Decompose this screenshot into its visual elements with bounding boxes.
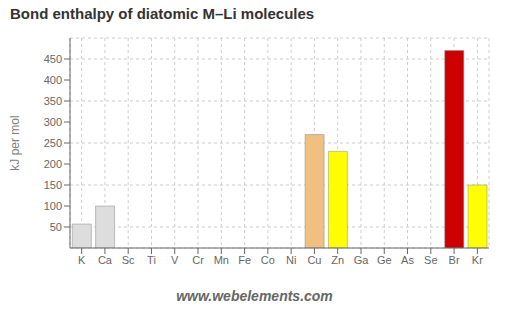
- svg-text:200: 200: [44, 158, 62, 170]
- svg-text:Ni: Ni: [286, 254, 296, 266]
- html-text:Bond enthalpy of diatomic M–Li: Bond enthalpy of diatomic M–Li molecules: [10, 5, 315, 22]
- svg-text:Ti: Ti: [147, 254, 156, 266]
- svg-text:K: K: [78, 254, 86, 266]
- svg-text:Ca: Ca: [98, 254, 113, 266]
- svg-text:Ge: Ge: [377, 254, 392, 266]
- svg-text:Ga: Ga: [354, 254, 370, 266]
- svg-text:Kr: Kr: [472, 254, 483, 266]
- svg-text:400: 400: [44, 74, 62, 86]
- svg-text:kJ per mol: kJ per mol: [8, 115, 22, 170]
- svg-text:450: 450: [44, 53, 62, 65]
- svg-text:Co: Co: [261, 254, 275, 266]
- svg-text:V: V: [171, 254, 179, 266]
- svg-text:As: As: [401, 254, 414, 266]
- html-text:www.webelements.com: www.webelements.com: [176, 288, 333, 304]
- svg-text:Fe: Fe: [238, 254, 251, 266]
- svg-text:Se: Se: [424, 254, 437, 266]
- svg-text:50: 50: [50, 221, 62, 233]
- svg-text:100: 100: [44, 200, 62, 212]
- svg-text:Zn: Zn: [331, 254, 344, 266]
- svg-text:350: 350: [44, 95, 62, 107]
- svg-text:Cr: Cr: [192, 254, 204, 266]
- svg-text:300: 300: [44, 116, 62, 128]
- svg-text:Sc: Sc: [122, 254, 135, 266]
- svg-text:Cu: Cu: [307, 254, 321, 266]
- svg-text:Br: Br: [449, 254, 460, 266]
- svg-text:Mn: Mn: [214, 254, 229, 266]
- svg-text:150: 150: [44, 179, 62, 191]
- svg-text:250: 250: [44, 137, 62, 149]
